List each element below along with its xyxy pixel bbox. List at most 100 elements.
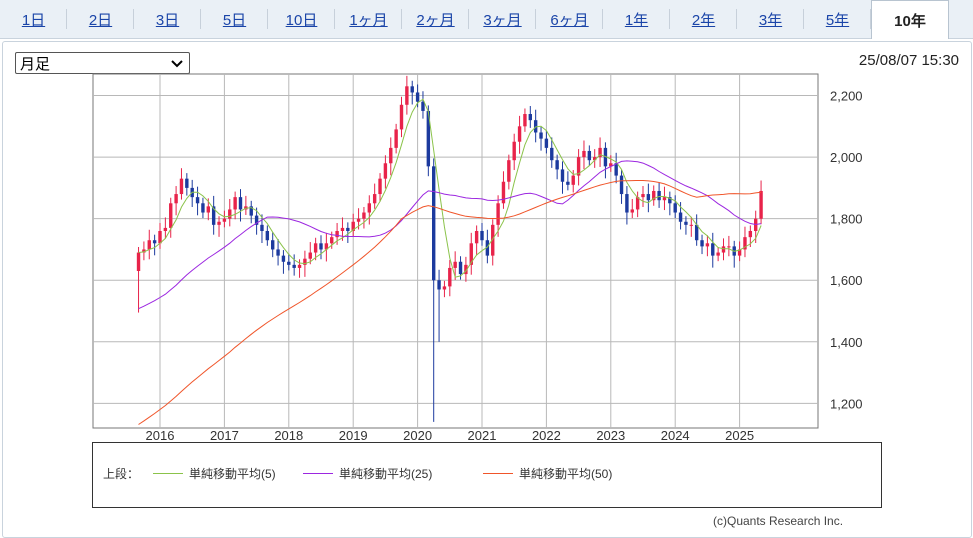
- candle-body: [260, 224, 264, 231]
- candle-body: [458, 261, 463, 275]
- candle-body: [619, 175, 624, 195]
- candle-body: [657, 190, 661, 201]
- candle-body: [700, 240, 704, 247]
- candle-body: [727, 246, 731, 248]
- candle-body: [362, 212, 366, 219]
- x-tick-label: 2025: [725, 428, 754, 443]
- candle-period-value: 月足: [20, 55, 51, 73]
- tab-5年[interactable]: 5年: [804, 0, 871, 38]
- candle-body: [652, 190, 656, 201]
- candle-body: [211, 206, 216, 225]
- y-tick-label: 2,200: [830, 89, 863, 104]
- candle-body: [185, 178, 189, 188]
- legend-item-sma50: 単純移動平均(50): [483, 465, 612, 482]
- y-tick-label: 1,600: [830, 273, 863, 288]
- candle-body: [206, 206, 210, 213]
- candle-body: [281, 255, 286, 262]
- candle-body: [158, 230, 162, 244]
- x-tick-label: 2024: [661, 428, 690, 443]
- tab-2日[interactable]: 2日: [67, 0, 134, 38]
- candle-body: [485, 240, 490, 256]
- candle-body: [351, 221, 355, 231]
- tab-6ヶ月[interactable]: 6ヶ月: [536, 0, 603, 38]
- tab-2ヶ月[interactable]: 2ヶ月: [402, 0, 469, 38]
- y-tick-label: 1,800: [830, 212, 863, 227]
- candle-body: [496, 203, 500, 225]
- tab-1日[interactable]: 1日: [0, 0, 67, 38]
- candle-period-select[interactable]: 月足: [15, 52, 190, 74]
- x-tick-label: 2022: [532, 428, 561, 443]
- tab-10日[interactable]: 10日: [268, 0, 335, 38]
- candle-body: [662, 197, 667, 201]
- sma-50-line: [138, 180, 762, 425]
- candle-body: [271, 240, 275, 250]
- candle-body: [437, 280, 441, 290]
- candle-body: [169, 203, 173, 228]
- candle-body: [673, 203, 677, 213]
- candle-body: [442, 286, 447, 290]
- candle-body: [743, 237, 747, 250]
- chevron-down-icon: [171, 60, 183, 68]
- candle-body: [603, 147, 608, 167]
- candle-body: [716, 252, 720, 256]
- candle-body: [641, 194, 645, 198]
- candle-body: [335, 230, 339, 238]
- tab-1ヶ月[interactable]: 1ヶ月: [335, 0, 402, 38]
- tab-10年[interactable]: 10年: [871, 0, 949, 39]
- legend-item-sma5: 単純移動平均(5): [153, 465, 276, 482]
- candle-body: [593, 157, 597, 161]
- period-tabs: 1日 2日 3日 5日 10日 1ヶ月 2ヶ月 3ヶ月 6ヶ月 1年 2年 3年 5年 10年: [0, 0, 973, 39]
- candle-body: [678, 212, 683, 222]
- candle-body: [614, 163, 618, 176]
- candle-body: [152, 240, 157, 244]
- candle-body: [378, 178, 382, 195]
- candle-body: [163, 227, 168, 231]
- candle-body: [517, 126, 522, 142]
- candle-body: [635, 197, 640, 210]
- tab-5日[interactable]: 5日: [201, 0, 268, 38]
- tab-2年[interactable]: 2年: [670, 0, 737, 38]
- x-tick-label: 2021: [468, 428, 497, 443]
- x-tick-label: 2018: [274, 428, 303, 443]
- candle-body: [571, 175, 575, 185]
- candle-body: [512, 141, 516, 161]
- candle-body: [254, 215, 259, 225]
- candle-body: [711, 243, 715, 256]
- candle-body: [432, 166, 436, 281]
- candle-body: [330, 237, 334, 244]
- candle-body: [453, 261, 457, 268]
- candle-body: [383, 163, 388, 179]
- candle-body: [721, 246, 726, 253]
- candle-body: [544, 138, 549, 148]
- candle-body: [410, 86, 414, 93]
- y-tick-label: 1,400: [830, 335, 863, 350]
- candle-body: [201, 203, 205, 213]
- copyright-notice: (c)Quants Research Inc.: [713, 514, 844, 528]
- candle-body: [759, 190, 763, 219]
- candle-body: [555, 160, 559, 170]
- candle-body: [195, 197, 200, 204]
- tab-3ヶ月[interactable]: 3ヶ月: [469, 0, 536, 38]
- y-tick-label: 2,000: [830, 150, 863, 165]
- legend-label: 単純移動平均(50): [519, 467, 613, 481]
- candle-body: [265, 230, 270, 241]
- tab-3日[interactable]: 3日: [134, 0, 201, 38]
- sma-5-line: [138, 98, 762, 278]
- legend-swatch: [153, 473, 183, 474]
- candle-body: [415, 92, 420, 102]
- candle-body: [523, 114, 527, 127]
- candle-body: [308, 252, 312, 259]
- y-tick-label: 1,200: [830, 396, 863, 411]
- tab-3年[interactable]: 3年: [737, 0, 804, 38]
- candle-body: [566, 181, 570, 185]
- candle-body: [491, 224, 495, 256]
- candle-body: [705, 243, 710, 247]
- candle-body: [560, 169, 565, 182]
- candle-body: [394, 129, 398, 148]
- tab-1年[interactable]: 1年: [603, 0, 670, 38]
- candle-body: [587, 150, 592, 161]
- legend-prefix: 上段：: [103, 467, 140, 481]
- candle-body: [448, 267, 452, 287]
- candle-body: [367, 203, 371, 213]
